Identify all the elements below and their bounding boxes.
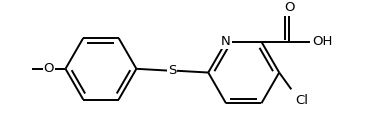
Text: O: O [43,62,54,75]
Text: N: N [221,35,231,48]
Text: Cl: Cl [295,94,308,107]
Text: OH: OH [312,35,332,48]
Text: O: O [284,1,295,14]
Text: S: S [168,64,177,77]
